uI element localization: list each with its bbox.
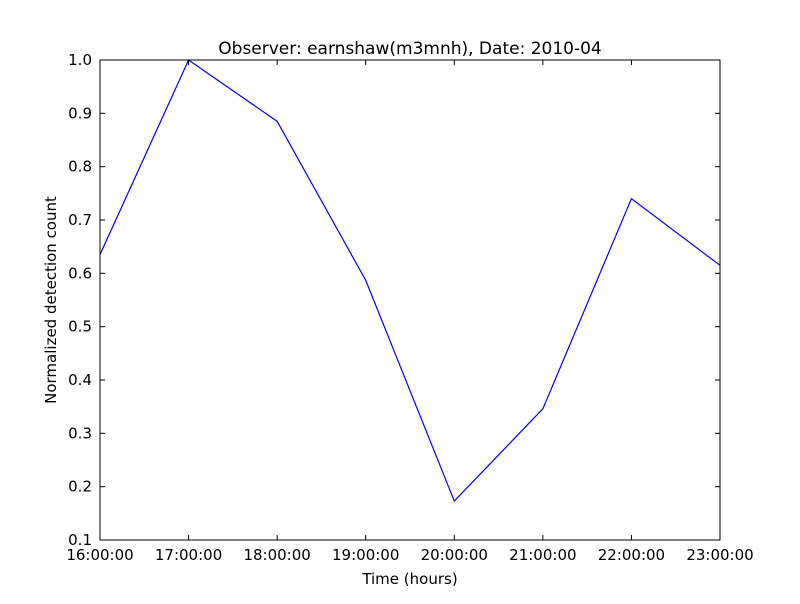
y-tick-label: 0.3 [68,424,92,442]
x-tick-label: 19:00:00 [332,546,399,564]
y-tick-label: 0.5 [68,318,92,336]
x-tick-label: 16:00:00 [66,546,133,564]
y-tick-label: 0.7 [68,211,92,229]
x-axis-label: Time (hours) [361,570,457,588]
y-tick-label: 0.6 [68,264,92,282]
y-tick-label: 0.4 [68,371,92,389]
series-layer [99,59,721,503]
x-tick-label: 22:00:00 [598,546,665,564]
x-tick-label: 23:00:00 [686,546,753,564]
y-tick-label: 0.2 [68,478,92,496]
y-tick-label: 0.1 [68,531,92,549]
y-tick-label: 1.0 [68,51,92,69]
chart-title: Observer: earnshaw(m3mnh), Date: 2010-04 [218,39,601,59]
y-tick-label: 0.9 [68,104,92,122]
y-tick-label: 0.8 [68,158,92,176]
series-line [99,59,721,503]
y-axis-label: Normalized detection count [42,196,60,404]
x-tick-label: 20:00:00 [421,546,488,564]
x-tick-label: 17:00:00 [155,546,222,564]
axis-ticks: 16:00:00 17:00:00 18:00:00 19:00:00 20:00:00… [66,51,753,564]
x-tick-label: 21:00:00 [509,546,576,564]
plot-frame [99,59,721,541]
x-tick-label: 18:00:00 [243,546,310,564]
